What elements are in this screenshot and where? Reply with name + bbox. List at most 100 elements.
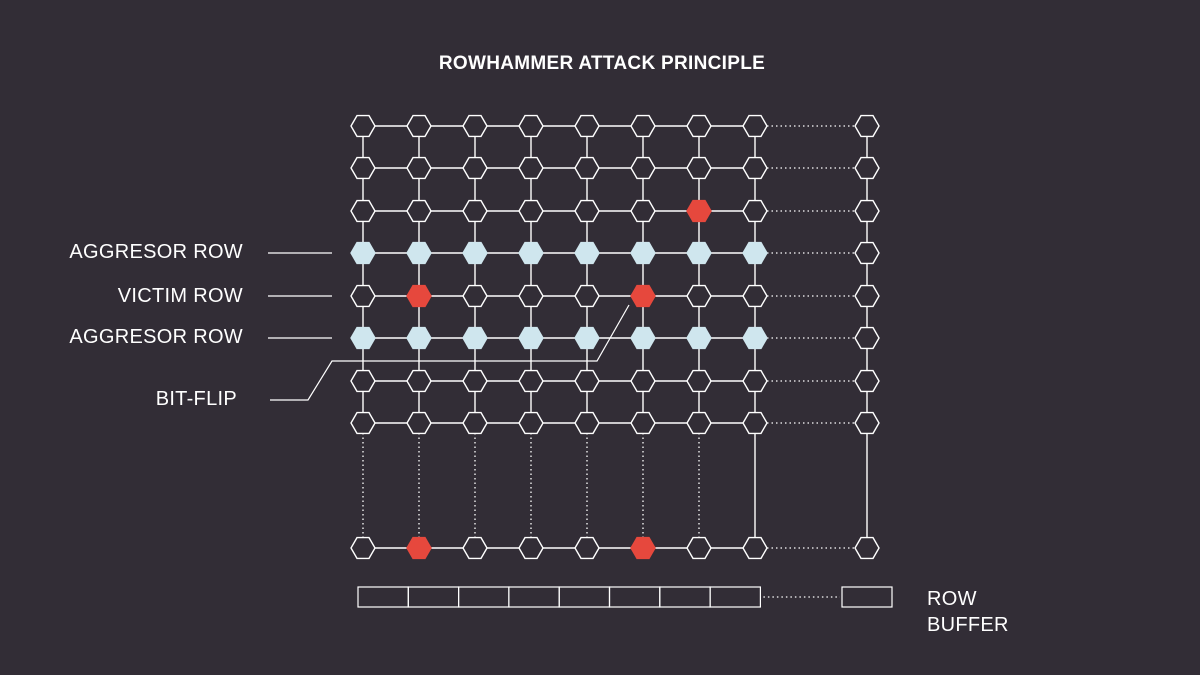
row-buffer-cell	[709, 586, 761, 608]
aggressor-cell	[574, 326, 600, 350]
memory-cell	[518, 411, 544, 435]
row-buffer-label-line2: BUFFER	[927, 614, 1009, 636]
memory-cell	[518, 156, 544, 180]
aggressor-cell	[350, 326, 376, 350]
label-leader-lines	[268, 252, 630, 401]
memory-cell	[518, 284, 544, 308]
memory-cell	[686, 156, 712, 180]
memory-grid	[350, 114, 880, 560]
memory-cell	[742, 536, 768, 560]
memory-cell	[350, 536, 376, 560]
memory-cell	[350, 199, 376, 223]
memory-cell	[462, 156, 488, 180]
memory-cell	[742, 156, 768, 180]
memory-cell	[854, 369, 880, 393]
flipped-cell	[630, 536, 656, 560]
row-buffer-cell	[841, 586, 893, 608]
aggressor-cell	[630, 241, 656, 265]
memory-cell	[574, 284, 600, 308]
memory-cell	[686, 369, 712, 393]
bit-flip-leader-line	[270, 304, 630, 401]
aggressor-cell	[350, 241, 376, 265]
memory-cell	[574, 156, 600, 180]
memory-cell	[518, 199, 544, 223]
memory-cell	[854, 114, 880, 138]
victim-row-label: VICTIM ROW	[118, 285, 243, 307]
memory-cell	[742, 114, 768, 138]
row-buffer	[357, 586, 893, 608]
memory-cell	[574, 411, 600, 435]
flipped-cell	[630, 284, 656, 308]
flipped-cell	[406, 284, 432, 308]
memory-cell	[742, 411, 768, 435]
row-buffer-label-line1: ROW	[927, 588, 977, 610]
memory-cell	[574, 114, 600, 138]
memory-cell	[630, 199, 656, 223]
memory-cell	[854, 241, 880, 265]
aggressor-cell	[406, 241, 432, 265]
memory-cell	[406, 369, 432, 393]
row-buffer-cell	[558, 586, 611, 608]
row-buffer-cell	[357, 586, 409, 608]
aggressor-cell	[574, 241, 600, 265]
memory-cell	[630, 411, 656, 435]
aggressor-cell	[742, 326, 768, 350]
row-buffer-cell	[458, 586, 510, 608]
aggressor-cell	[518, 241, 544, 265]
row-buffer-cell	[608, 586, 661, 608]
memory-cell	[574, 536, 600, 560]
memory-cell	[462, 114, 488, 138]
memory-cell	[462, 284, 488, 308]
aggressor-cell	[518, 326, 544, 350]
memory-cell	[574, 369, 600, 393]
memory-cell	[630, 114, 656, 138]
memory-cell	[462, 199, 488, 223]
flipped-cell	[406, 536, 432, 560]
memory-cell	[462, 369, 488, 393]
memory-cell	[406, 114, 432, 138]
aggressor-cell	[686, 326, 712, 350]
memory-cell	[630, 369, 656, 393]
flipped-cell	[686, 199, 712, 223]
memory-cell	[406, 411, 432, 435]
memory-cell	[742, 199, 768, 223]
memory-cell	[854, 284, 880, 308]
memory-cell	[462, 536, 488, 560]
row-buffer-cell	[407, 586, 460, 608]
aggressor-cell	[406, 326, 432, 350]
aggressor-row-label-top: AGGRESOR ROW	[69, 241, 243, 263]
aggressor-cell	[686, 241, 712, 265]
memory-cell	[462, 411, 488, 435]
memory-cell	[350, 284, 376, 308]
aggressor-row-label-bottom: AGGRESOR ROW	[69, 326, 243, 348]
memory-cell	[350, 156, 376, 180]
memory-cell	[406, 199, 432, 223]
memory-cell	[350, 411, 376, 435]
memory-cell	[350, 369, 376, 393]
memory-cell	[854, 411, 880, 435]
aggressor-cell	[742, 241, 768, 265]
memory-cell	[406, 156, 432, 180]
row-buffer-cell	[508, 586, 560, 608]
bit-flip-label: BIT-FLIP	[156, 388, 237, 410]
memory-cell	[686, 411, 712, 435]
memory-cell	[854, 536, 880, 560]
memory-cell	[854, 326, 880, 350]
memory-cell	[518, 369, 544, 393]
memory-cell	[518, 114, 544, 138]
diagram-title: ROWHAMMER ATTACK PRINCIPLE	[439, 53, 765, 74]
memory-cell	[854, 156, 880, 180]
aggressor-cell	[462, 241, 488, 265]
memory-cell	[630, 156, 656, 180]
memory-cell	[742, 284, 768, 308]
memory-cell	[686, 284, 712, 308]
aggressor-cell	[630, 326, 656, 350]
aggressor-cell	[462, 326, 488, 350]
memory-cell	[742, 369, 768, 393]
memory-cell	[686, 114, 712, 138]
memory-cell	[854, 199, 880, 223]
memory-cell	[686, 536, 712, 560]
memory-cell	[350, 114, 376, 138]
